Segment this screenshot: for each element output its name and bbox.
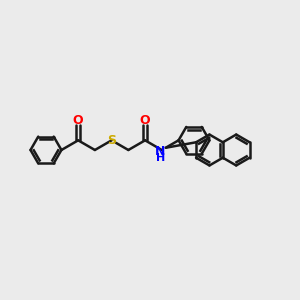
Text: N: N xyxy=(155,145,166,158)
Text: O: O xyxy=(140,114,150,127)
Text: H: H xyxy=(156,153,165,163)
Text: O: O xyxy=(73,114,83,127)
Text: S: S xyxy=(107,134,116,147)
